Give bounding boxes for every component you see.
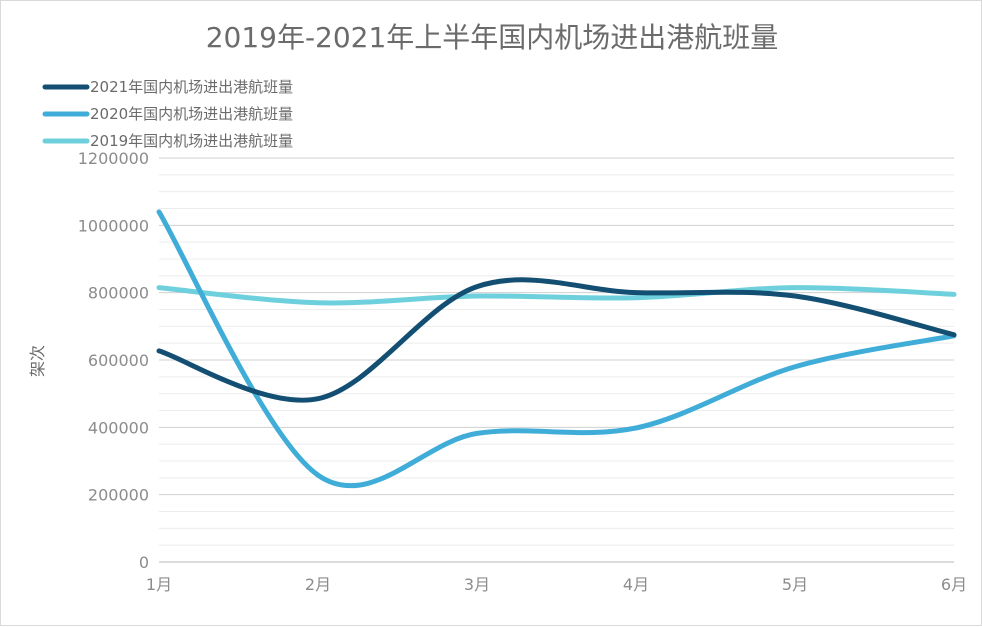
legend-label: 2020年国内机场进出港航班量 bbox=[90, 105, 293, 123]
y-axis-ticks: 0 200000 400000 600000 800000 1000000 1200000 bbox=[78, 149, 149, 572]
grid bbox=[159, 157, 954, 546]
x-tick-label: 2月 bbox=[305, 575, 331, 594]
y-tick-label: 1000000 bbox=[78, 216, 149, 235]
legend: 2021年国内机场进出港航班量 2020年国内机场进出港航班量 2019年国内机场进… bbox=[42, 78, 293, 150]
y-axis-label: 架次 bbox=[28, 345, 47, 377]
legend-label: 2021年国内机场进出港航班量 bbox=[90, 78, 293, 96]
chart-title: 2019年-2021年上半年国内机场进出港航班量 bbox=[206, 21, 779, 54]
y-tick-label: 400000 bbox=[88, 418, 149, 437]
x-tick-label: 5月 bbox=[782, 575, 808, 594]
x-tick-label: 1月 bbox=[146, 575, 172, 594]
y-tick-label: 1200000 bbox=[78, 149, 149, 168]
x-axis-ticks: 1月 2月 3月 4月 5月 6月 bbox=[146, 575, 967, 594]
y-tick-label: 800000 bbox=[88, 284, 149, 303]
x-tick-label: 4月 bbox=[623, 575, 649, 594]
series-line-1 bbox=[156, 209, 957, 489]
y-tick-label: 600000 bbox=[88, 351, 149, 370]
legend-label: 2019年国内机场进出港航班量 bbox=[90, 132, 293, 150]
series-lines bbox=[156, 209, 957, 489]
y-tick-label: 0 bbox=[139, 553, 149, 572]
series-line-0 bbox=[156, 277, 957, 403]
x-tick-label: 3月 bbox=[464, 575, 490, 594]
x-tick-label: 6月 bbox=[941, 575, 967, 594]
y-tick-label: 200000 bbox=[88, 486, 149, 505]
series-line-2 bbox=[156, 285, 957, 306]
